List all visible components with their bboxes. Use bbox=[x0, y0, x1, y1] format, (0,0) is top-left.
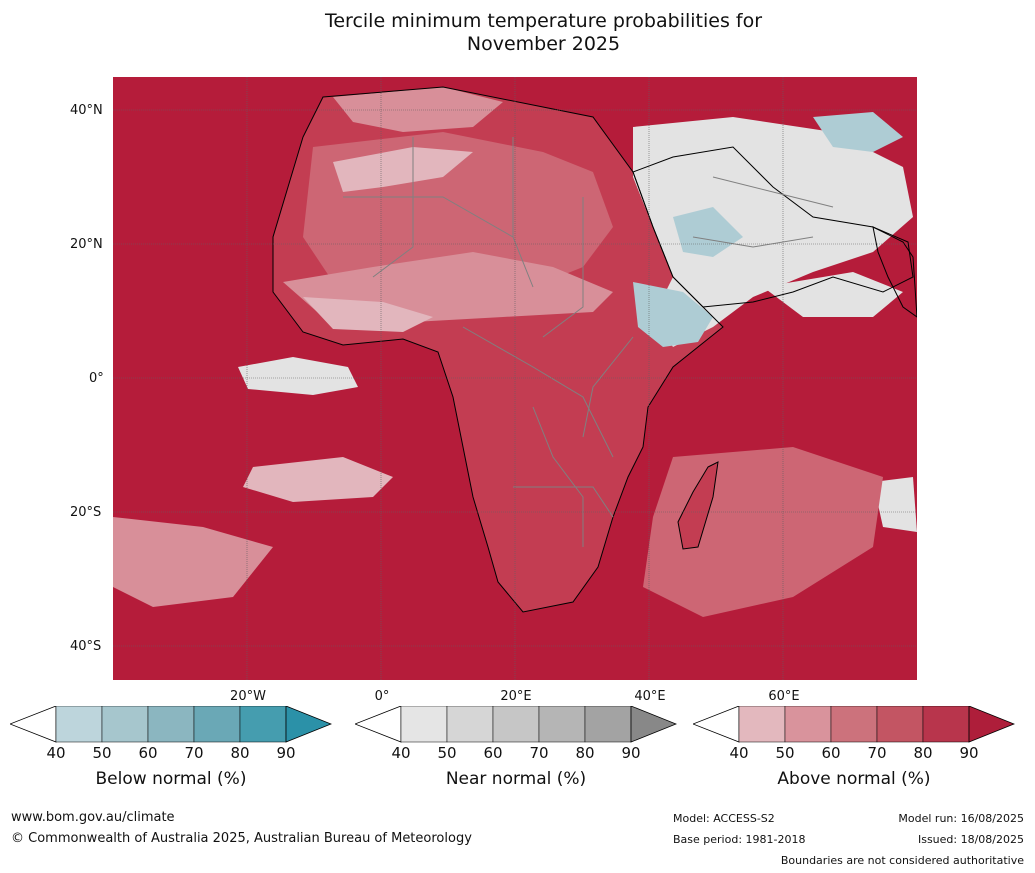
footer-model-run: Model run: 16/08/2025 bbox=[898, 812, 1024, 825]
below-tick-90: 90 bbox=[276, 744, 296, 762]
probability-map bbox=[113, 77, 917, 680]
below-swatch-6 bbox=[285, 705, 333, 743]
near-swatch-0 bbox=[353, 705, 402, 743]
lat-label-20s: 20°S bbox=[70, 505, 102, 520]
lat-label-40n: 40°N bbox=[70, 103, 103, 118]
near-normal-arabian-sea bbox=[763, 272, 903, 317]
lat-label-0: 0° bbox=[89, 371, 104, 386]
near-normal-equatorial-atlantic bbox=[238, 357, 358, 395]
colorbar-near-swatches bbox=[353, 705, 678, 743]
footer-disclaimer: Boundaries are not considered authoritat… bbox=[780, 854, 1024, 867]
graticule bbox=[113, 77, 917, 680]
map-title: Tercile minimum temperature probabilitie… bbox=[0, 10, 1035, 56]
below-tick-80: 80 bbox=[230, 744, 250, 762]
country-boundaries bbox=[343, 137, 834, 547]
above-60-mediterranean bbox=[333, 87, 503, 132]
above-swatch-1 bbox=[738, 705, 786, 743]
lon-label-20w: 20°W bbox=[230, 689, 266, 704]
near-tick-40: 40 bbox=[391, 744, 411, 762]
above-tick-50: 50 bbox=[775, 744, 795, 762]
above-swatch-6 bbox=[968, 705, 1016, 743]
below-swatch-2 bbox=[101, 705, 149, 743]
near-swatch-2 bbox=[446, 705, 494, 743]
above-swatch-3 bbox=[830, 705, 878, 743]
above-tick-40: 40 bbox=[729, 744, 749, 762]
near-swatch-1 bbox=[400, 705, 448, 743]
above-swatch-2 bbox=[784, 705, 832, 743]
below-swatch-5 bbox=[239, 705, 287, 743]
below-swatch-1 bbox=[55, 705, 103, 743]
above-swatch-0 bbox=[691, 705, 740, 743]
near-normal-south-atlantic bbox=[243, 457, 393, 502]
near-normal-arabia bbox=[633, 117, 913, 347]
footer-url: www.bom.gov.au/climate bbox=[11, 810, 175, 825]
arabia-coastline bbox=[632, 146, 914, 308]
near-swatch-3 bbox=[492, 705, 540, 743]
below-normal-arabia bbox=[673, 207, 743, 257]
near-swatch-5 bbox=[584, 705, 632, 743]
above-tick-80: 80 bbox=[913, 744, 933, 762]
colorbar-below-swatches bbox=[8, 705, 333, 743]
colorbar-above-swatches bbox=[691, 705, 1016, 743]
near-tick-80: 80 bbox=[575, 744, 595, 762]
below-normal-iran bbox=[813, 112, 903, 152]
above-tick-90: 90 bbox=[959, 744, 979, 762]
madagascar bbox=[677, 461, 719, 550]
lon-label-40e: 40°E bbox=[634, 689, 666, 704]
near-normal-gulf-guinea bbox=[303, 297, 433, 332]
near-swatch-6 bbox=[630, 705, 678, 743]
colorbar-below-normal: 40 50 60 70 80 90 Below normal (%) bbox=[8, 705, 333, 806]
near-swatch-4 bbox=[538, 705, 586, 743]
near-tick-60: 60 bbox=[483, 744, 503, 762]
below-normal-horn bbox=[633, 282, 713, 347]
lat-label-20n: 20°N bbox=[70, 237, 103, 252]
near-tick-70: 70 bbox=[529, 744, 549, 762]
footer-model: Model: ACCESS-S2 bbox=[673, 812, 775, 825]
near-normal-indian-ocean bbox=[873, 477, 917, 532]
footer-issued: Issued: 18/08/2025 bbox=[917, 833, 1024, 846]
above-tick-70: 70 bbox=[867, 744, 887, 762]
lat-label-40s: 40°S bbox=[70, 639, 102, 654]
near-tick-50: 50 bbox=[437, 744, 457, 762]
colorbar-above-normal: 40 50 60 70 80 90 Above normal (%) bbox=[691, 705, 1016, 806]
near-tick-90: 90 bbox=[621, 744, 641, 762]
lon-label-0: 0° bbox=[374, 689, 390, 704]
below-swatch-4 bbox=[193, 705, 241, 743]
below-tick-40: 40 bbox=[46, 744, 66, 762]
below-tick-70: 70 bbox=[184, 744, 204, 762]
above-tick-60: 60 bbox=[821, 744, 841, 762]
india-coastline bbox=[872, 226, 917, 318]
below-swatch-0 bbox=[8, 705, 57, 743]
below-tick-50: 50 bbox=[92, 744, 112, 762]
footer-copyright: © Commonwealth of Australia 2025, Austra… bbox=[11, 831, 472, 846]
north-africa-band bbox=[333, 147, 473, 192]
below-tick-60: 60 bbox=[138, 744, 158, 762]
above-swatch-4 bbox=[876, 705, 924, 743]
below-swatch-3 bbox=[147, 705, 195, 743]
above-50-south-ocean bbox=[113, 517, 273, 607]
map-title-line2: November 2025 bbox=[466, 33, 621, 55]
colorbar-near-normal: 40 50 60 70 80 90 Near normal (%) bbox=[353, 705, 678, 806]
lon-label-60e: 60°E bbox=[768, 689, 800, 704]
lon-label-20e: 20°E bbox=[500, 689, 532, 704]
above-swatch-5 bbox=[922, 705, 970, 743]
footer-base-period: Base period: 1981-2018 bbox=[673, 833, 806, 846]
below-normal-label: Below normal (%) bbox=[95, 769, 247, 789]
above-normal-label: Above normal (%) bbox=[777, 769, 931, 789]
map-title-line1: Tercile minimum temperature probabilitie… bbox=[324, 10, 763, 32]
near-normal-label: Near normal (%) bbox=[445, 769, 587, 789]
